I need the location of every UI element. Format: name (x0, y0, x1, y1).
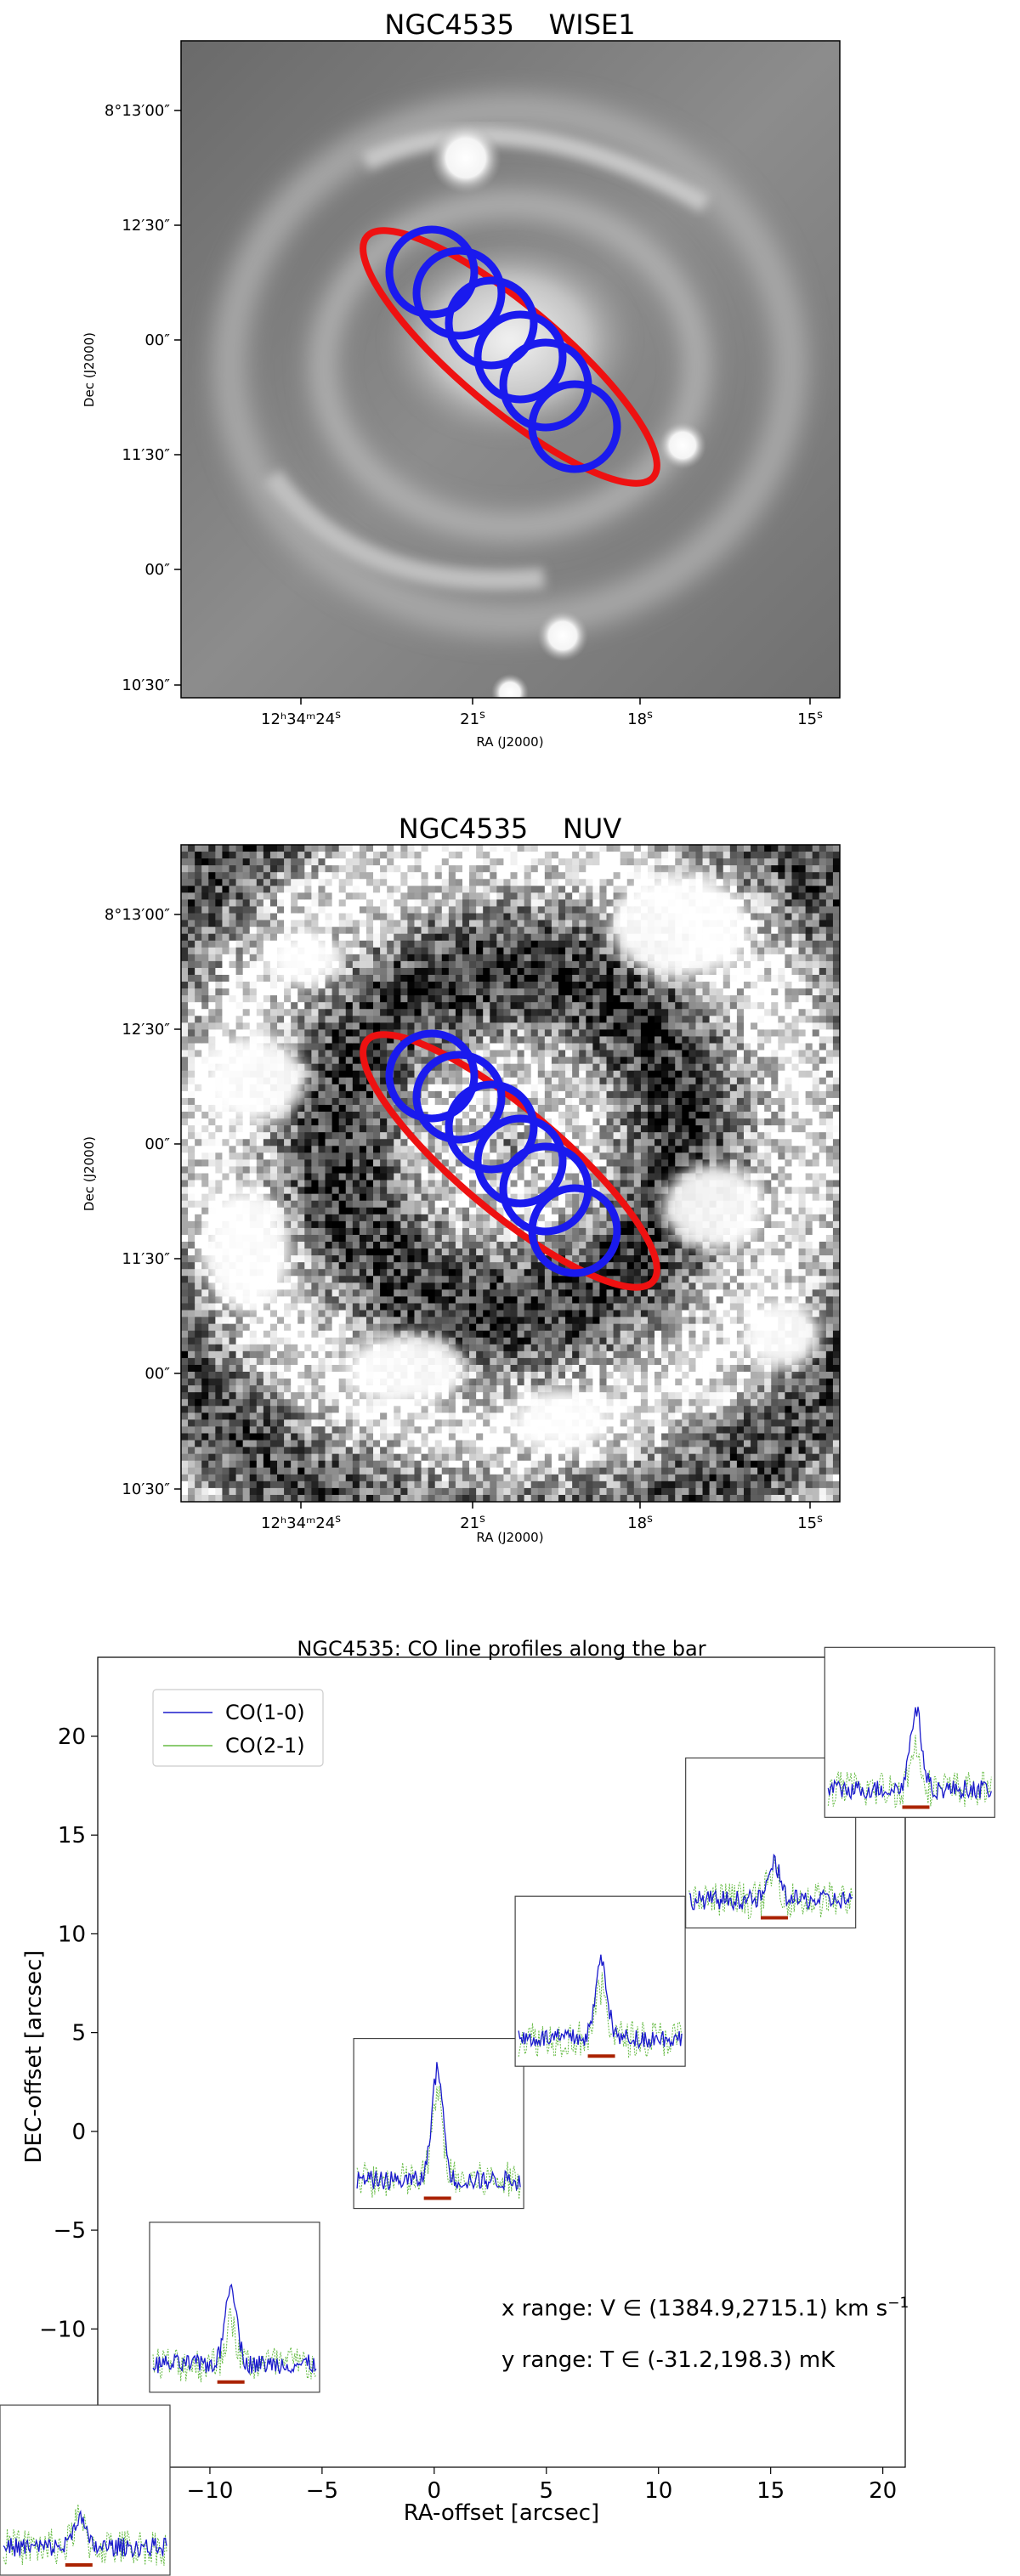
wise1-ylabel: Dec (J2000) (82, 332, 97, 407)
co-insets (0, 1646, 995, 2576)
co-xlabel: RA-offset [arcsec] (404, 2500, 599, 2526)
co-plot-frame (97, 1656, 906, 2468)
beam-circle-6 (528, 1184, 621, 1277)
nuv-xtick-2: 21s (460, 1513, 485, 1532)
beam-circle-1 (385, 225, 479, 319)
beam-circle-1 (385, 1029, 479, 1123)
co10-spectrum (518, 1954, 683, 2050)
nuv-ylabel: Dec (J2000) (82, 1136, 97, 1211)
co-ytick-2: −5 (54, 2218, 86, 2244)
nuv-ytick-6: 10′30″ (122, 1480, 170, 1498)
wise1-overlays (360, 225, 660, 487)
co-chart-title: NGC4535: CO line profiles along the bar (297, 1637, 706, 1661)
beam-circle-3 (445, 276, 538, 370)
nuv-ytick-3: 00″ (144, 1135, 170, 1153)
co-xtick-2: −5 (306, 2478, 338, 2504)
legend-co21-label: CO(2-1) (225, 1734, 305, 1758)
co-axes: −10 −5 0 5 10 15 20 −10 −5 0 5 10 15 20 (39, 1724, 897, 2504)
wise1-xtick-4: 15s (797, 709, 823, 728)
nuv-ytick-2: 12′30″ (122, 1021, 170, 1039)
y-range-note: y range: T ∈ (-31.2,198.3) mK (502, 2347, 836, 2373)
nuv-image-panel: NGC4535 NUV 8°13′00″ 12′30″ (82, 812, 841, 1545)
co-profiles-panel: NGC4535: CO line profiles along the bar … (0, 1637, 995, 2576)
nuv-xlabel: RA (J2000) (476, 1530, 543, 1545)
co10-spectrum (152, 2283, 317, 2375)
co-ylabel: DEC-offset [arcsec] (21, 1950, 47, 2164)
x-range-note: x range: V ∈ (1384.9,2715.1) km s−1 (502, 2295, 910, 2322)
nuv-ytick-1: 8°13′00″ (105, 906, 170, 924)
co-profile-inset-6 (824, 1646, 995, 1818)
wise1-ticks (174, 110, 811, 705)
wise1-ytick-1: 8°13′00″ (105, 102, 170, 120)
co-ytick-6: 15 (58, 1823, 86, 1848)
co21-spectrum (688, 1855, 853, 1920)
wise1-ytick-3: 00″ (144, 331, 170, 349)
nuv-xtick-4: 15s (797, 1513, 823, 1532)
wise1-ytick-4: 11′30″ (122, 446, 170, 464)
co-ytick-1: −10 (39, 2317, 86, 2342)
wise1-xtick-3: 18s (627, 709, 653, 728)
co-profile-inset-3 (353, 2037, 524, 2210)
co-profile-inset-5 (685, 1757, 857, 1929)
nuv-title: NGC4535 NUV (399, 812, 622, 845)
co-ytick-5: 10 (58, 1922, 86, 1947)
wise1-image (181, 41, 840, 698)
co-profile-inset-2 (149, 2222, 320, 2393)
nuv-image (181, 845, 840, 1502)
co21-spectrum (356, 2086, 521, 2200)
wise1-xtick-1: 12ʰ34ᵐ24s (261, 709, 341, 728)
legend-co10-label: CO(1-0) (225, 1701, 305, 1724)
co-xtick-1: −10 (187, 2478, 234, 2504)
beam-circle-2 (412, 1050, 506, 1144)
nuv-xtick-1: 12ʰ34ᵐ24s (261, 1513, 341, 1532)
co21-spectrum (518, 1972, 683, 2058)
beam-circle-6 (528, 380, 621, 473)
co-xtick-5: 10 (644, 2478, 672, 2504)
co21-spectrum (152, 2307, 317, 2383)
co10-spectrum (827, 1707, 992, 1801)
wise1-xtick-2: 21s (460, 709, 485, 728)
co10-spectrum (688, 1853, 853, 1911)
wise1-image-panel: NGC4535 WISE1 8°13′00″ 12′30″ 00″ 11′30″… (82, 8, 841, 750)
beam-circle-3 (445, 1080, 538, 1174)
nuv-overlays (360, 1029, 660, 1291)
co10-spectrum (3, 2509, 167, 2559)
co-ytick-4: 5 (71, 2021, 86, 2047)
nuv-xtick-3: 18s (627, 1513, 653, 1532)
co-xtick-3: 0 (428, 2478, 442, 2504)
co21-spectrum (827, 1735, 992, 1809)
co-xtick-6: 15 (756, 2478, 785, 2504)
co-profile-inset-1 (0, 2404, 171, 2576)
co-ytick-3: 0 (71, 2120, 86, 2145)
co-inset-frame (824, 1646, 995, 1818)
co-legend: CO(1-0) CO(2-1) (152, 1689, 324, 1767)
wise1-title: NGC4535 WISE1 (384, 8, 635, 41)
beam-circle-4 (473, 310, 567, 404)
wise1-ytick-6: 10′30″ (122, 677, 170, 694)
co-xtick-4: 5 (540, 2478, 554, 2504)
beam-circle-4 (473, 1114, 567, 1208)
co-profile-inset-4 (514, 1895, 686, 2067)
co-xtick-7: 20 (869, 2478, 897, 2504)
co-ytick-7: 20 (58, 1724, 86, 1750)
nuv-ytick-4: 11′30″ (122, 1250, 170, 1268)
beam-circle-2 (412, 246, 506, 340)
wise1-ytick-5: 00″ (144, 561, 170, 579)
wise1-xlabel: RA (J2000) (476, 734, 543, 750)
co10-spectrum (356, 2062, 521, 2192)
nuv-ytick-5: 00″ (144, 1365, 170, 1383)
wise1-ytick-2: 12′30″ (122, 217, 170, 235)
nuv-ticks (174, 914, 811, 1509)
